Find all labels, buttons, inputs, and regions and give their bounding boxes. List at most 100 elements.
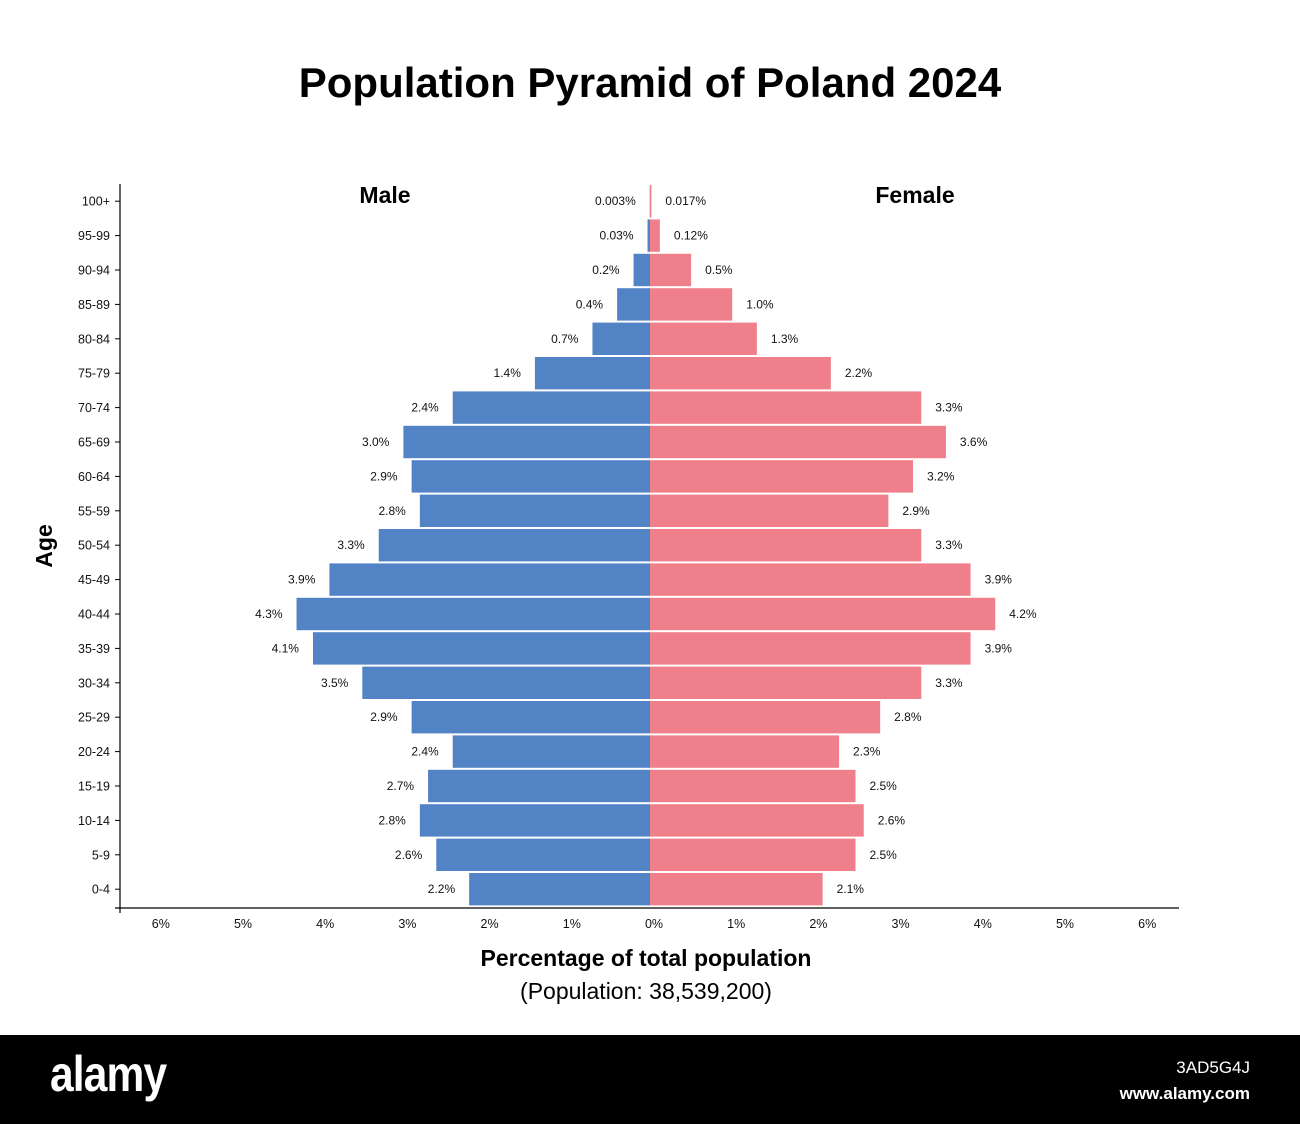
- female-value-label: 2.5%: [870, 848, 898, 862]
- y-tick-label: 10-14: [78, 814, 110, 828]
- male-bar-65-69: [403, 425, 650, 459]
- male-value-label: 0.4%: [576, 297, 604, 311]
- female-value-label: 3.6%: [960, 435, 988, 449]
- female-bar-65-69: [650, 425, 946, 459]
- male-value-label: 0.7%: [551, 332, 579, 346]
- female-bar-50-54: [650, 529, 922, 562]
- bars-layer: [296, 185, 996, 906]
- female-value-label: 0.12%: [674, 229, 708, 243]
- female-bar-35-39: [650, 632, 971, 665]
- female-series-label: Female: [875, 182, 954, 208]
- female-value-label: 3.3%: [935, 676, 963, 690]
- male-bar-10-14: [419, 804, 650, 837]
- male-value-label: 2.8%: [378, 504, 406, 518]
- x-tick-label: 2%: [809, 917, 827, 931]
- chart-title: Population Pyramid of Poland 2024: [299, 59, 1002, 106]
- male-bar-75-79: [534, 357, 650, 390]
- x-axis-title: Percentage of total population: [481, 945, 812, 971]
- female-value-label: 1.0%: [746, 297, 774, 311]
- population-pyramid-chart: Population Pyramid of Poland 2024 Male F…: [31, 59, 1179, 1004]
- male-value-label: 0.003%: [595, 194, 636, 208]
- male-value-label: 2.6%: [395, 848, 423, 862]
- male-bar-30-34: [362, 666, 650, 699]
- female-bar-55-59: [650, 494, 889, 527]
- male-bar-85-89: [617, 288, 650, 321]
- female-bar-25-29: [650, 701, 881, 734]
- male-value-label: 1.4%: [494, 366, 522, 380]
- axes-layer: 100+ 95-99 90-94 85-89 80-84 75-79 70-74 65-69 6…: [78, 184, 1179, 931]
- x-tick-label: 3%: [892, 917, 910, 931]
- female-value-label: 1.3%: [771, 332, 799, 346]
- male-value-label: 3.5%: [321, 676, 349, 690]
- male-bar-90-94: [633, 253, 650, 287]
- male-bar-45-49: [329, 563, 650, 596]
- female-bar-5-9: [650, 838, 856, 871]
- female-value-label: 2.1%: [837, 882, 865, 896]
- x-tick-label: 1%: [727, 917, 745, 931]
- watermark-info: 3AD5G4J www.alamy.com: [1120, 1055, 1250, 1107]
- y-axis-title: Age: [31, 524, 57, 567]
- female-bar-10-14: [650, 804, 864, 837]
- x-tick-label: 2%: [481, 917, 499, 931]
- male-value-label: 2.4%: [411, 401, 439, 415]
- y-tick-label: 30-34: [78, 676, 110, 690]
- male-value-label: 3.0%: [362, 435, 390, 449]
- y-tick-label: 45-49: [78, 573, 110, 587]
- female-bar-85-89: [650, 288, 733, 321]
- female-bar-60-64: [650, 460, 914, 493]
- female-bar-0-4: [650, 873, 823, 906]
- male-value-label: 0.03%: [600, 229, 634, 243]
- male-bar-20-24: [452, 735, 650, 768]
- female-bar-45-49: [650, 563, 971, 596]
- male-bar-5-9: [436, 838, 650, 871]
- x-tick-label: 4%: [316, 917, 334, 931]
- female-value-label: 2.3%: [853, 745, 881, 759]
- female-bar-90-94: [650, 253, 692, 287]
- male-bar-25-29: [411, 701, 650, 734]
- female-value-label: 3.3%: [935, 538, 963, 552]
- y-tick-label: 50-54: [78, 539, 110, 553]
- female-bar-70-74: [650, 391, 922, 424]
- y-tick-label: 55-59: [78, 504, 110, 518]
- female-bar-20-24: [650, 735, 840, 768]
- female-value-label: 3.9%: [985, 641, 1013, 655]
- female-value-label: 2.2%: [845, 366, 873, 380]
- y-tick-label: 35-39: [78, 642, 110, 656]
- x-tick-label: 0%: [645, 917, 663, 931]
- watermark-url: www.alamy.com: [1119, 1084, 1250, 1103]
- male-bar-95-99: [647, 219, 650, 252]
- x-tick-label: 3%: [398, 917, 416, 931]
- male-bar-0-4: [469, 873, 650, 906]
- male-bar-80-84: [592, 322, 650, 355]
- watermark-image-id: 3AD5G4J: [1176, 1058, 1250, 1077]
- value-labels-layer: 0.003% 0.017% 0.03% 0.12% 0.2% 0.5% 0.4% 1.0% 0.…: [255, 194, 1037, 896]
- y-tick-label: 100+: [82, 195, 110, 209]
- male-value-label: 2.2%: [428, 882, 456, 896]
- female-value-label: 2.6%: [878, 813, 906, 827]
- female-bar-75-79: [650, 357, 831, 390]
- y-tick-label: 15-19: [78, 780, 110, 794]
- female-bar-95-99: [650, 219, 660, 252]
- male-value-label: 0.2%: [592, 263, 620, 277]
- y-tick-label: 40-44: [78, 608, 110, 622]
- male-value-label: 2.8%: [378, 813, 406, 827]
- female-bar-40-44: [650, 597, 996, 631]
- x-tick-label: 1%: [563, 917, 581, 931]
- male-value-label: 4.1%: [272, 641, 300, 655]
- male-bar-60-64: [411, 460, 650, 493]
- female-value-label: 2.9%: [902, 504, 930, 518]
- y-tick-label: 85-89: [78, 298, 110, 312]
- y-tick-label: 5-9: [92, 848, 110, 862]
- y-tick-label: 60-64: [78, 470, 110, 484]
- female-value-label: 2.8%: [894, 710, 922, 724]
- male-value-label: 2.9%: [370, 710, 398, 724]
- y-tick-label: 80-84: [78, 332, 110, 346]
- male-value-label: 2.4%: [411, 745, 439, 759]
- watermark-logo: alamy: [50, 1046, 167, 1102]
- x-axis-subtitle: (Population: 38,539,200): [520, 978, 772, 1004]
- x-tick-label: 6%: [1138, 917, 1156, 931]
- y-tick-label: 95-99: [78, 229, 110, 243]
- female-value-label: 4.2%: [1009, 607, 1037, 621]
- y-tick-label: 0-4: [92, 883, 110, 897]
- x-tick-label: 6%: [152, 917, 170, 931]
